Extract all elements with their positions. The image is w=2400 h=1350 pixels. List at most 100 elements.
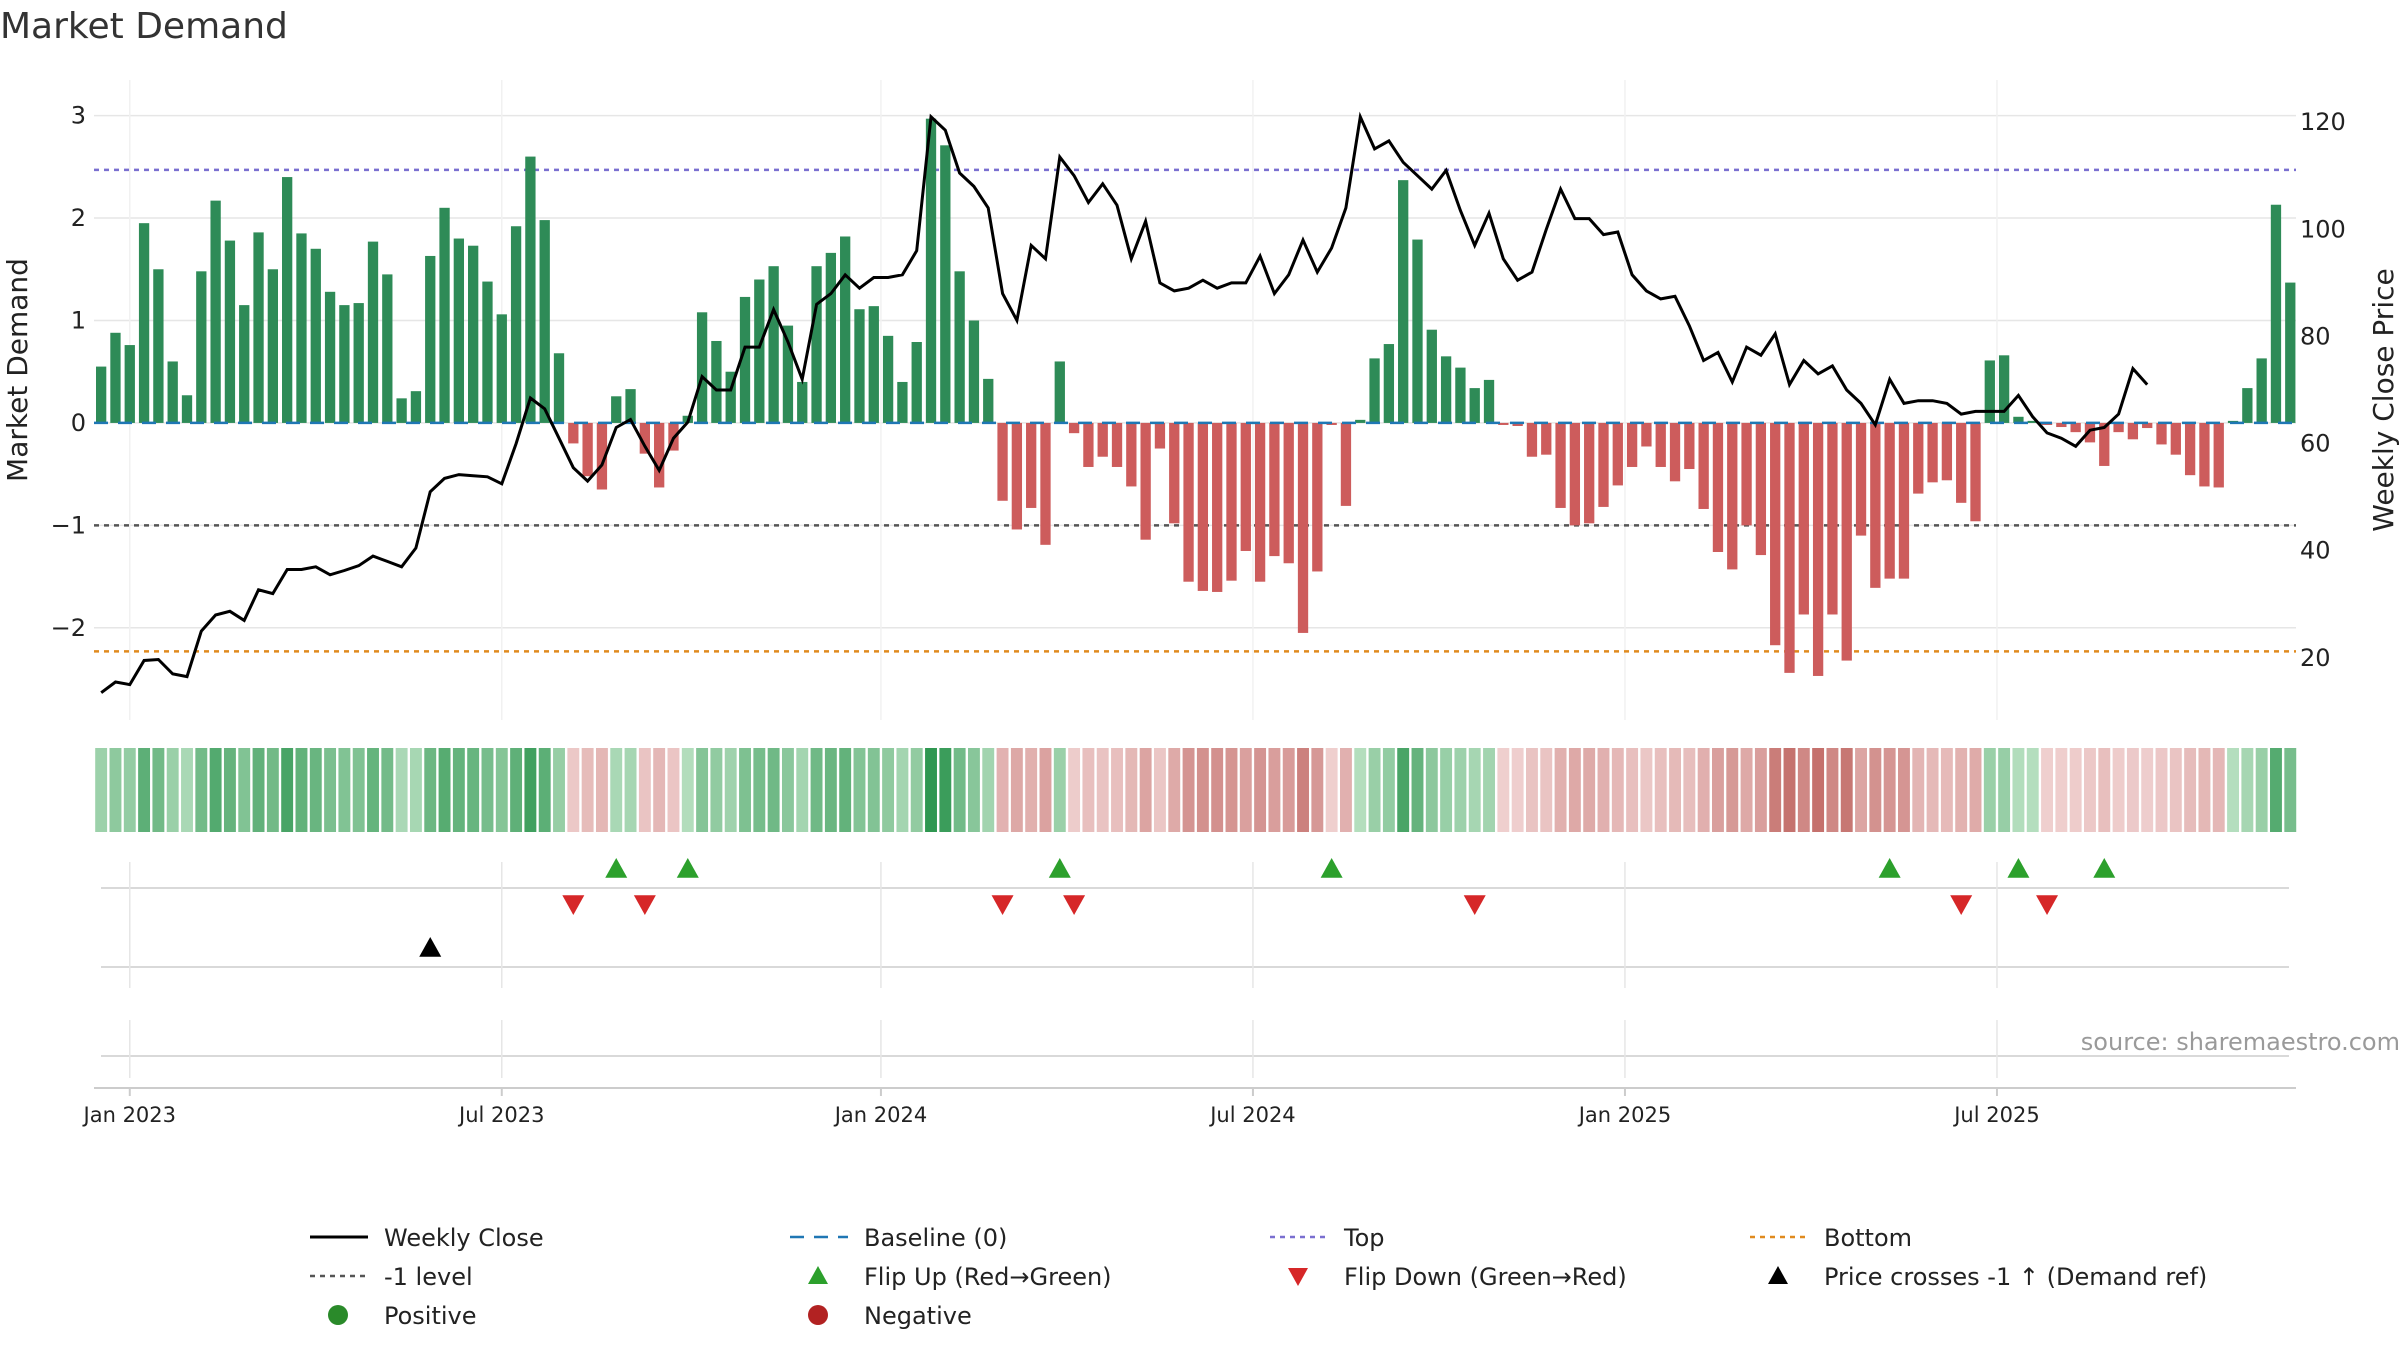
bar-positive <box>1398 180 1409 423</box>
heat-cell <box>910 748 923 832</box>
left-tick-label: 1 <box>71 306 86 334</box>
heat-cell <box>1583 748 1596 832</box>
reference-lines <box>94 168 2296 653</box>
flip-up-marker <box>605 858 628 878</box>
bar-positive <box>840 236 851 423</box>
heat-cell <box>338 748 351 832</box>
heat-cell <box>1626 748 1639 832</box>
bar-negative <box>639 422 651 454</box>
heat-cell <box>953 748 966 832</box>
bar-negative <box>1183 422 1194 582</box>
flip-up-marker <box>1320 858 1343 878</box>
right-tick-label: 100 <box>2300 215 2346 243</box>
heat-cell <box>696 748 709 832</box>
bar-negative <box>1254 422 1266 582</box>
bar-positive <box>2027 420 2038 423</box>
heat-cell <box>395 748 408 832</box>
bar-positive <box>196 271 207 423</box>
left-tick-label: 2 <box>71 204 86 232</box>
legend: Weekly Close Baseline (0) Top Bottom -1 leve… <box>310 1224 2207 1330</box>
bar-positive <box>539 220 550 423</box>
heat-cell <box>1468 748 1481 832</box>
left-tick-label: 0 <box>71 409 86 437</box>
bar-positive <box>983 378 994 423</box>
bar-negative <box>1784 422 1795 673</box>
heat-cell <box>2126 748 2139 832</box>
heat-cell <box>2084 748 2096 832</box>
heat-cell <box>1440 748 1453 832</box>
bar-positive <box>2285 282 2296 423</box>
heat-cell <box>595 748 608 832</box>
heat-cell <box>810 748 823 832</box>
heat-cell <box>753 748 766 832</box>
heat-cell <box>1568 748 1581 832</box>
bar-negative <box>2099 422 2110 466</box>
x-tick-label: Jan 2024 <box>833 1103 928 1127</box>
heat-cell <box>123 748 136 832</box>
flip-down-marker <box>991 895 1014 915</box>
heat-cell <box>2026 748 2039 832</box>
heat-cell <box>2112 748 2125 832</box>
heat-cell <box>1454 748 1467 832</box>
heat-cell <box>724 748 737 832</box>
bar-positive <box>782 325 794 423</box>
bar-negative <box>1097 422 1108 457</box>
heat-cell <box>1096 748 1109 832</box>
right-axis-ticks: 120 100 80 60 40 20 <box>2300 108 2346 672</box>
bar-positive <box>696 312 708 423</box>
heat-cell <box>524 748 537 832</box>
heat-cell <box>2255 748 2268 832</box>
bar-negative <box>1841 422 1852 661</box>
left-tick-label: 3 <box>71 102 86 130</box>
legend-label: Baseline (0) <box>864 1224 1007 1252</box>
bar-positive <box>138 223 150 423</box>
heat-cell <box>1840 748 1853 832</box>
bar-positive <box>940 145 951 423</box>
heat-cell <box>109 748 122 832</box>
bar-negative <box>2213 422 2224 488</box>
heat-cell <box>1969 748 1982 832</box>
heat-cell <box>252 748 265 832</box>
bar-negative <box>2142 422 2153 429</box>
legend-triangle-up-swatch <box>808 1266 828 1284</box>
heat-cell <box>195 748 208 832</box>
bar-negative <box>1626 422 1638 467</box>
heat-cell <box>781 748 794 832</box>
heat-cell <box>896 748 909 832</box>
heat-cell <box>166 748 179 832</box>
bar-negative <box>1340 422 1352 506</box>
heat-cell <box>638 748 651 832</box>
heat-cell <box>1740 748 1753 832</box>
source-label: source: sharemaestro.com <box>2081 1028 2400 1056</box>
legend-label: Bottom <box>1824 1224 1912 1252</box>
heat-cell <box>1254 748 1267 832</box>
heat-cell <box>223 748 236 832</box>
right-tick-label: 40 <box>2300 537 2331 565</box>
legend-item: Negative <box>808 1302 972 1330</box>
bar-positive <box>167 361 178 423</box>
bar-negative <box>1827 422 1838 615</box>
legend-item: Baseline (0) <box>790 1224 1007 1252</box>
legend-label: Positive <box>384 1302 477 1330</box>
bar-negative <box>1240 422 1251 551</box>
heat-cell <box>1153 748 1166 832</box>
bar-positive <box>310 248 321 423</box>
right-tick-label: 20 <box>2300 644 2331 672</box>
heat-cell <box>352 748 365 832</box>
bar-negative <box>1297 422 1309 633</box>
x-tick-label: Jan 2023 <box>82 1103 177 1127</box>
bar-positive <box>1426 329 1437 423</box>
heat-cell <box>581 748 594 832</box>
heat-cell <box>1983 748 1996 832</box>
bar-negative <box>1855 422 1867 536</box>
flip-up-marker <box>676 858 699 878</box>
bar-negative <box>1011 422 1023 530</box>
bar-negative <box>1655 422 1666 467</box>
x-tick-label: Jul 2025 <box>1952 1103 2039 1127</box>
heat-cell <box>2069 748 2082 832</box>
heat-cell <box>1339 748 1352 832</box>
bar-negative <box>1140 422 1151 540</box>
heat-cell <box>209 748 222 832</box>
bar-positive <box>611 396 622 423</box>
heat-cell <box>1182 748 1195 832</box>
